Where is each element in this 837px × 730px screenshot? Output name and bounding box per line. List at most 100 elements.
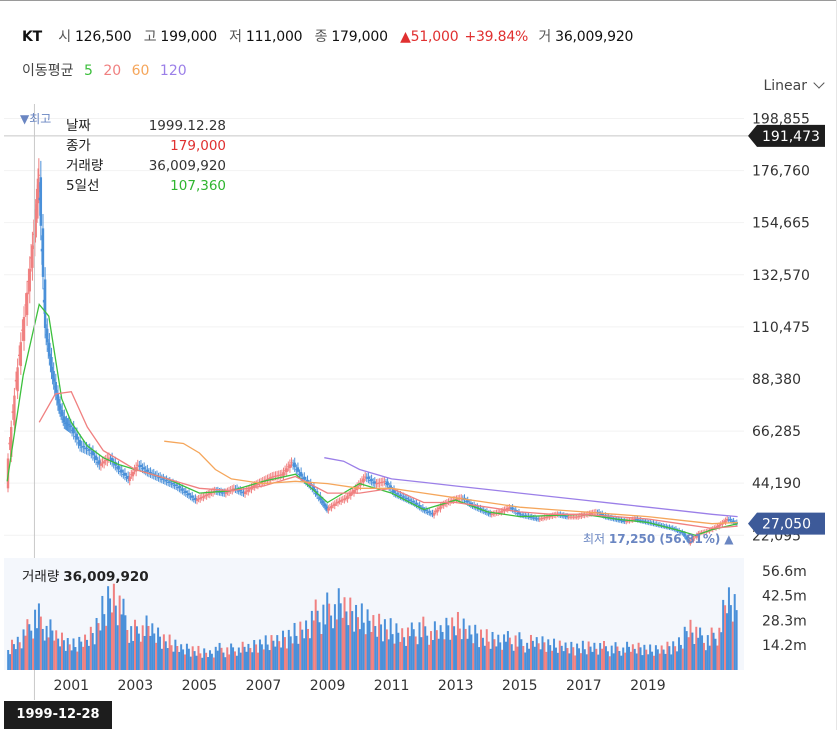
candle-body (160, 478, 163, 480)
volume-bar (491, 631, 494, 670)
candle-body (426, 511, 429, 513)
candle-body (626, 520, 630, 522)
candle-body (578, 515, 582, 517)
x-tick-label: 2011 (374, 678, 410, 694)
volume-bar (30, 630, 33, 670)
candle-body (501, 510, 505, 512)
volume-bar (408, 636, 411, 670)
candle-body (131, 471, 135, 477)
candle-body (251, 485, 255, 487)
volume-bar (581, 640, 584, 670)
candle-body (668, 526, 671, 528)
volume-bar (316, 610, 319, 670)
volume-bar (380, 624, 383, 670)
volume-bar (695, 626, 698, 670)
volume-bar (726, 613, 729, 670)
candle-body (325, 506, 329, 510)
y-tick-label: 198,855 (752, 111, 810, 127)
volume-bar (11, 639, 14, 670)
volume-bar (47, 637, 50, 670)
ma-60-toggle[interactable]: 60 (131, 63, 150, 79)
volume-bar (528, 648, 531, 670)
volume-bar (368, 620, 371, 670)
candle-body (37, 174, 41, 176)
volume-bar (107, 586, 110, 670)
volume-tick-label: 42.5m (762, 589, 807, 605)
volume-bar (437, 638, 440, 670)
candle-body (408, 499, 412, 501)
volume-bar (372, 615, 375, 670)
ma-20-toggle[interactable]: 20 (103, 63, 122, 79)
volume-bar (239, 652, 242, 670)
volume-bar (660, 645, 663, 670)
candle-body (456, 498, 460, 500)
candle-body (381, 481, 385, 483)
volume-bar (51, 630, 54, 670)
volume-bar (105, 625, 108, 670)
candle-body (508, 507, 511, 509)
volume-bar (620, 655, 623, 670)
candle-body (104, 460, 107, 462)
volume-bar (493, 639, 496, 670)
candle-body (288, 464, 292, 469)
candle-body (327, 508, 330, 511)
candle-body (410, 501, 413, 503)
candle-body (520, 514, 524, 516)
candle-body (541, 517, 545, 519)
volume-bar (89, 626, 92, 670)
volume-bar (512, 650, 515, 670)
volume-bar (637, 642, 640, 670)
volume-bar (570, 641, 573, 670)
volume-bar (431, 639, 434, 670)
volume-bar (170, 645, 173, 670)
volume-bar (60, 632, 63, 670)
candle-body (321, 500, 324, 504)
volume-bar (272, 640, 275, 670)
volume-bar (664, 653, 667, 670)
ma-120-toggle[interactable]: 120 (159, 63, 187, 79)
change-value: ▲51,000 (400, 29, 459, 45)
volume-bar (187, 648, 190, 670)
candle-body (722, 521, 726, 523)
volume-bar (14, 649, 17, 670)
candle-body (306, 479, 309, 483)
candle-body (21, 329, 24, 331)
candle-body (631, 519, 634, 521)
candle-body (698, 532, 702, 534)
volume-bar (347, 625, 350, 670)
candle-body (665, 526, 668, 528)
volume-bar (218, 642, 221, 670)
candle-body (538, 518, 541, 520)
volume-bar (153, 633, 156, 670)
volume-bar (554, 647, 557, 670)
candle-body (484, 511, 487, 513)
candle-body (240, 492, 244, 494)
candle-body (189, 496, 192, 498)
candle-body (122, 474, 125, 476)
candle-body (162, 478, 165, 480)
candle-body (8, 442, 11, 445)
volume-bar (358, 629, 361, 670)
volume-bar (289, 636, 292, 670)
candle-body (56, 392, 60, 404)
candle-body (535, 518, 538, 520)
candle-body (394, 493, 397, 495)
tooltip-value: 107,360 (170, 178, 226, 194)
volume-bar (322, 604, 325, 670)
candle-body (339, 500, 343, 502)
candle-body (314, 492, 317, 494)
volume-bar (362, 622, 365, 670)
volume-bar (399, 641, 402, 670)
ma-5-toggle[interactable]: 5 (83, 63, 93, 79)
volume-bar (166, 648, 169, 670)
volume-bar (312, 620, 315, 670)
volume-bar (180, 644, 183, 670)
scale-mode-dropdown[interactable]: Linear (763, 77, 825, 94)
candle-body (78, 439, 82, 446)
volume-bar (420, 637, 423, 670)
candle-body (572, 516, 575, 518)
candle-body (274, 475, 277, 477)
volume-bar (651, 651, 654, 670)
volume-bar (529, 634, 532, 670)
